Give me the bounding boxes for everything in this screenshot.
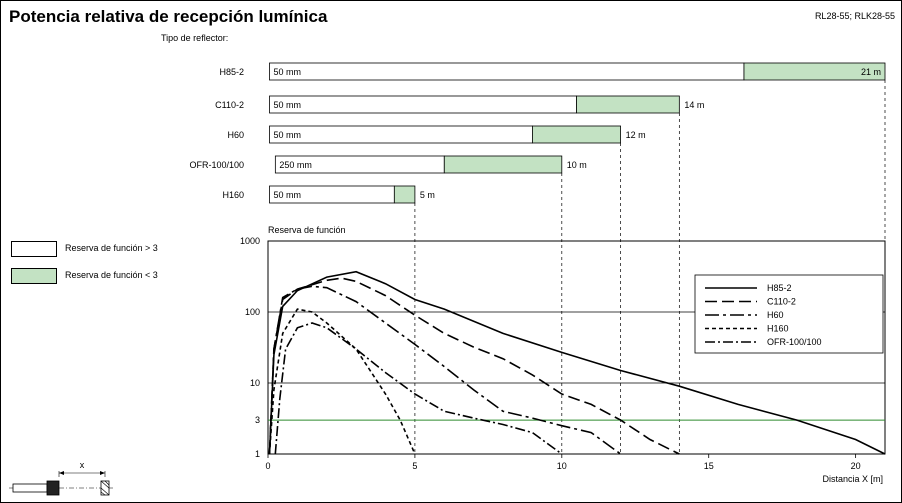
legend-swatch-low <box>11 268 57 284</box>
legend-label-high: Reserva de función > 3 <box>65 243 158 253</box>
reflector-name-3: OFR-100/100 <box>189 160 244 170</box>
y-tick-label-1: 3 <box>255 415 260 425</box>
reflector-name-4: H160 <box>222 190 244 200</box>
range-bar-green-2 <box>532 125 621 144</box>
range-bar-green-4 <box>393 185 416 204</box>
plot-area-frame <box>267 240 886 455</box>
range-max-label-1: 14 m <box>684 100 704 110</box>
x-tick-label-4: 20 <box>851 461 861 471</box>
series-line-0 <box>268 270 886 455</box>
legend-entry-2: H60 <box>767 310 784 320</box>
legend-entry-3: H160 <box>767 324 789 334</box>
y-tick-label-0: 1 <box>255 449 260 459</box>
range-bar-white-0 <box>269 62 745 81</box>
range-min-label-2: 50 mm <box>273 130 301 140</box>
range-min-label-4: 50 mm <box>273 190 301 200</box>
schematic-reflector-hatch <box>100 480 110 496</box>
y-tick-label-3: 100 <box>245 307 260 317</box>
schematic-sensor-body <box>12 483 48 493</box>
model-label: RL28-55; RLK28-55 <box>814 11 895 21</box>
legend-entry-4: OFR-100/100 <box>767 337 822 347</box>
range-bar-white-1 <box>269 95 577 114</box>
series-line-3 <box>268 308 416 455</box>
series-line-1 <box>268 277 680 455</box>
reflector-type-title: Tipo de reflector: <box>161 33 229 43</box>
range-bar-green-1 <box>576 95 680 114</box>
legend-label-low: Reserva de función < 3 <box>65 270 158 280</box>
page-title: Potencia relativa de recepción lumínica <box>9 7 328 26</box>
series-line-4 <box>274 322 563 455</box>
x-tick-label-2: 10 <box>557 461 567 471</box>
x-tick-label-3: 15 <box>704 461 714 471</box>
reflector-name-2: H60 <box>227 130 244 140</box>
schematic-x-label: x <box>80 460 85 470</box>
range-max-label-0: 21 m <box>861 67 881 77</box>
x-tick-label-1: 5 <box>412 461 417 471</box>
x-tick-label-0: 0 <box>265 461 270 471</box>
y-axis-title: Reserva de función <box>268 225 346 235</box>
legend-swatch-high <box>11 241 57 257</box>
range-min-label-3: 250 mm <box>279 160 312 170</box>
range-bar-white-2 <box>269 125 533 144</box>
legend-entry-0: H85-2 <box>767 283 792 293</box>
range-min-label-0: 50 mm <box>273 67 301 77</box>
reflector-name-1: C110-2 <box>215 100 244 110</box>
range-bar-green-0 <box>743 62 886 81</box>
schematic-dim-arrows <box>59 471 105 475</box>
legend-entry-1: C110-2 <box>767 297 796 307</box>
reflector-name-0: H85-2 <box>219 67 244 77</box>
schematic-sensor-head <box>46 480 60 496</box>
range-min-label-1: 50 mm <box>273 100 301 110</box>
range-max-label-3: 10 m <box>567 160 587 170</box>
y-tick-label-2: 10 <box>250 378 260 388</box>
range-bar-green-3 <box>443 155 563 174</box>
y-tick-label-4: 1000 <box>240 236 260 246</box>
range-max-label-2: 12 m <box>626 130 646 140</box>
series-line-2 <box>268 285 622 455</box>
range-max-label-4: 5 m <box>420 190 435 200</box>
x-axis-title: Distancia X [m] <box>822 474 883 484</box>
